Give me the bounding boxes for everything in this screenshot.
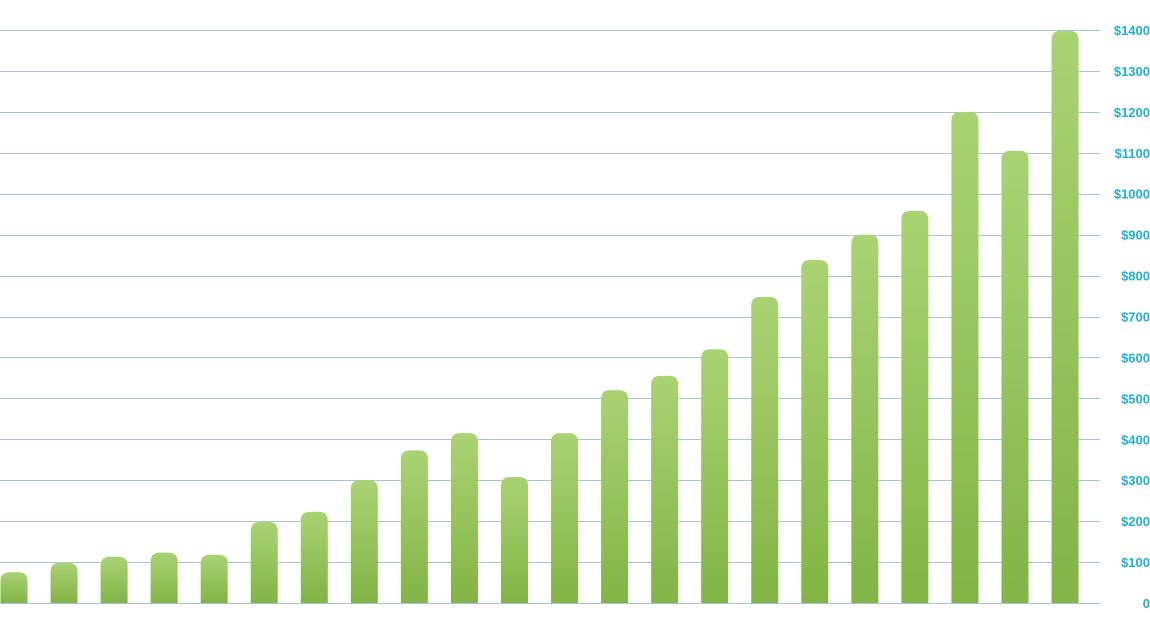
gridlines [0,30,1100,604]
bar [200,554,228,603]
y-tick-label: $1200 [1114,105,1150,120]
y-tick-label: $600 [1121,350,1150,365]
y-tick-label: $400 [1121,432,1150,447]
y-tick-label: $800 [1121,269,1150,284]
y-tick-label: $1300 [1114,64,1150,79]
bar [300,511,328,603]
bar [400,450,428,603]
y-tick-label: $1100 [1115,146,1150,161]
bar [150,552,178,603]
y-tick-label: $900 [1121,228,1150,243]
bar [450,433,478,603]
bar [50,562,78,603]
bar [651,375,679,603]
bar [1051,30,1079,604]
bars [0,30,1079,604]
bar [100,556,128,603]
y-tick-label: $100 [1121,555,1150,570]
bar [601,390,629,603]
y-tick-label: $200 [1121,514,1150,529]
bar [501,476,528,603]
y-axis-tick-labels: 0 $100 $200 $300 $400 $500 $600 $700 $800 $900 $10… [1114,23,1150,611]
bar [0,572,28,603]
y-tick-label: $500 [1121,391,1150,406]
bar [901,210,929,603]
bar [751,296,779,603]
bar [250,521,278,603]
bar [701,349,729,603]
y-tick-label: $700 [1121,310,1150,325]
bar [851,234,879,603]
bar [801,260,829,603]
y-tick-label: $1400 [1114,23,1150,38]
y-tick-label: 0 [1143,596,1150,611]
bar [1001,150,1029,603]
bar [951,111,979,603]
bar [551,433,579,603]
y-tick-label: $300 [1121,473,1150,488]
bar [350,480,378,603]
y-tick-label: $1000 [1114,187,1150,202]
